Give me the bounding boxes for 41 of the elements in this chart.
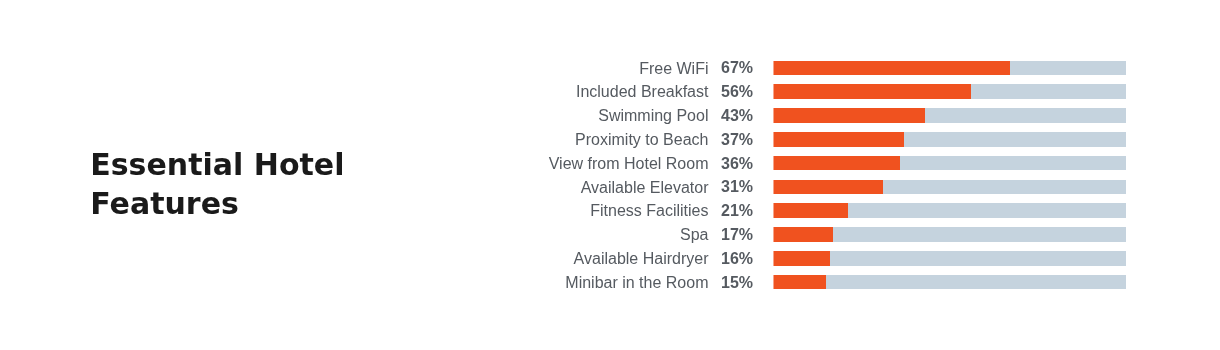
- bar: [833, 227, 1127, 242]
- data-label: 31%: [721, 178, 754, 195]
- bar: [773, 179, 883, 195]
- y-tick-label: Free WiFi: [639, 59, 709, 77]
- y-tick-label: View from Hotel Room: [548, 154, 709, 172]
- y-tick-label: Available Elevator: [580, 178, 710, 196]
- bar: [773, 155, 901, 171]
- data-label: 17%: [721, 226, 754, 243]
- y-tick-label: Included Breakfast: [575, 83, 710, 101]
- data-label: 67%: [721, 59, 754, 76]
- data-label: 16%: [721, 250, 754, 267]
- data-label: 37%: [721, 131, 754, 148]
- data-label: 15%: [721, 274, 754, 291]
- bar: [773, 203, 848, 219]
- data-label: 36%: [721, 155, 754, 172]
- y-tick-label: Available Hairdryer: [573, 249, 710, 267]
- bar: [903, 131, 1127, 147]
- bar: [900, 155, 1127, 171]
- bar: [773, 108, 926, 123]
- bar: [773, 274, 827, 290]
- bar: [773, 84, 971, 100]
- y-tick-label: Minibar in the Room: [565, 273, 709, 291]
- bar: [829, 250, 1127, 266]
- bar: [773, 60, 1010, 76]
- bar: [773, 250, 830, 266]
- bar: [882, 179, 1127, 195]
- bar: [826, 274, 1127, 290]
- y-tick-label: Spa: [680, 226, 709, 244]
- data-label: 21%: [721, 202, 754, 219]
- data-label: 43%: [721, 107, 754, 124]
- bar: [773, 227, 834, 242]
- bar: [1009, 60, 1127, 76]
- data-label: 56%: [721, 83, 754, 100]
- bar: [847, 203, 1127, 219]
- text: Essential Hotel Features: [90, 147, 345, 221]
- y-tick-label: Fitness Facilities: [590, 202, 709, 220]
- bar: [925, 108, 1127, 123]
- y-tick-label: Proximity to Beach: [575, 130, 709, 148]
- y-tick-label: Swimming Pool: [598, 107, 709, 125]
- bar: [970, 84, 1127, 100]
- bar: [773, 131, 904, 147]
